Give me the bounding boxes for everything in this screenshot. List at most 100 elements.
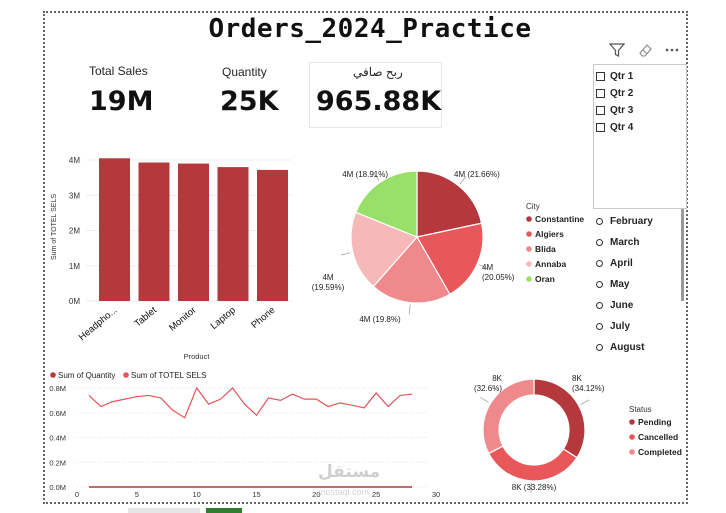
slicer-item-july[interactable]: July — [596, 316, 653, 337]
bar-headpho — [99, 158, 130, 301]
radio-icon[interactable] — [596, 302, 603, 309]
radio-icon[interactable] — [596, 260, 603, 267]
radio-icon[interactable] — [596, 218, 603, 225]
x-tick-label: 5 — [135, 490, 139, 499]
data-label-line: 4M — [482, 263, 493, 272]
y-tick-label: 0.6M — [49, 409, 66, 418]
legend-marker — [629, 449, 635, 455]
data-label: 4M (18.91%) — [342, 170, 388, 179]
slice-cancelled — [487, 445, 578, 482]
bar-chart: 0M 1M 2M 3M 4M Headpho... Tablet Monitor Laptop P… — [51, 156, 291, 361]
x-tick-label: 15 — [252, 490, 260, 499]
bar-phone — [257, 169, 288, 301]
legend-marker — [526, 246, 532, 252]
slicer-item-qtr1[interactable]: Qtr 1 — [596, 68, 633, 85]
slicer-item-qtr3[interactable]: Qtr 3 — [596, 102, 633, 119]
slice-oran — [354, 170, 418, 238]
x-tick-label: 25 — [372, 490, 380, 499]
checkbox-icon[interactable] — [596, 123, 605, 132]
legend-marker — [629, 419, 635, 425]
slicer-item-label: June — [610, 300, 634, 311]
data-label: 8K (33.28%) — [512, 483, 557, 492]
slicer-item-label: April — [610, 258, 633, 269]
data-label-line: 8K — [572, 374, 582, 383]
x-axis-title: Product — [184, 352, 211, 361]
x-tick-label: 30 — [432, 490, 440, 499]
leader-line — [479, 396, 489, 403]
data-label-line: 4M — [322, 273, 333, 282]
page-title: Orders_2024_Practice — [208, 14, 532, 44]
legend-marker — [526, 261, 532, 267]
more-options-icon[interactable] — [664, 42, 680, 61]
legend-item-cancelled: Cancelled — [638, 432, 678, 442]
x-tick-label: 0 — [75, 490, 79, 499]
legend-marker — [526, 276, 532, 282]
month-slicer-list: February March April May June July Augus… — [596, 211, 653, 358]
x-tick-label: Tablet — [132, 305, 159, 330]
slicer-item-label: May — [610, 279, 630, 290]
slice-constantine — [416, 170, 483, 238]
y-tick-label: 2M — [69, 227, 80, 236]
data-label: 8K (32.6%) — [474, 374, 503, 393]
quarter-slicer — [593, 64, 687, 209]
filter-icon[interactable] — [608, 42, 626, 61]
checkbox-icon[interactable] — [596, 106, 605, 115]
x-tick-label: Phone — [249, 305, 277, 331]
slicer-item-april[interactable]: April — [596, 253, 653, 274]
slicer-item-qtr2[interactable]: Qtr 2 — [596, 85, 633, 102]
radio-icon[interactable] — [596, 344, 603, 351]
y-tick-label: 4M — [69, 156, 80, 165]
checkbox-icon[interactable] — [596, 89, 605, 98]
card-total-sales-label: Total Sales — [89, 64, 148, 78]
slicer-item-label: Qtr 1 — [610, 71, 634, 82]
data-label-line: (20.05%) — [482, 273, 515, 282]
data-label-line: 4M (19.8%) — [359, 315, 401, 324]
y-tick-label: 0.8M — [49, 384, 66, 393]
y-tick-label: 0.4M — [49, 434, 66, 443]
bar-laptop — [217, 167, 249, 301]
eraser-icon[interactable] — [637, 42, 653, 61]
y-axis-title: Sum of TOTEL SELS — [51, 194, 58, 260]
page-tab-active[interactable] — [206, 508, 242, 513]
data-label-line: 4M (18.91%) — [342, 170, 388, 179]
leader-line — [373, 172, 380, 181]
x-tick-label: Laptop — [209, 305, 238, 332]
data-label: 4M (20.05%) — [482, 263, 515, 282]
watermark: مستقل — [318, 462, 380, 482]
slicer-item-may[interactable]: May — [596, 274, 653, 295]
radio-icon[interactable] — [596, 239, 603, 246]
radio-icon[interactable] — [596, 281, 603, 288]
page-tab[interactable] — [128, 508, 200, 513]
legend-marker — [526, 216, 532, 222]
slicer-item-label: Qtr 2 — [610, 88, 634, 99]
slicer-item-label: July — [610, 321, 631, 332]
data-label-line: (19.59%) — [312, 283, 345, 292]
checkbox-icon[interactable] — [596, 72, 605, 81]
slicer-item-february[interactable]: February — [596, 211, 653, 232]
y-tick-label: 3M — [69, 191, 80, 200]
leader-line — [580, 399, 590, 405]
slicer-item-march[interactable]: March — [596, 232, 653, 253]
y-tick-label: 1M — [69, 262, 80, 271]
x-tick-label: 10 — [192, 490, 200, 499]
x-tick-label: Monitor — [167, 305, 198, 334]
legend-item-algiers: Algiers — [535, 229, 564, 239]
data-label-line: 4M (21.66%) — [454, 170, 500, 179]
window-top-strip — [0, 0, 726, 6]
slicer-item-june[interactable]: June — [596, 295, 653, 316]
slicer-item-august[interactable]: August — [596, 337, 653, 358]
data-label-line: 8K (33.28%) — [512, 483, 557, 492]
radio-icon[interactable] — [596, 323, 603, 330]
slicer-item-qtr4[interactable]: Qtr 4 — [596, 119, 633, 136]
legend-item-blida: Blida — [535, 244, 556, 254]
legend-marker — [629, 434, 635, 440]
slicer-item-label: February — [610, 216, 653, 227]
month-slicer-scrollbar[interactable] — [681, 209, 684, 301]
data-label-line: (32.6%) — [474, 384, 502, 393]
card-total-sales-value: 19M — [89, 86, 154, 117]
card-quantity-value: 25K — [220, 86, 279, 117]
card-net-profit-label: ربح صافي — [353, 65, 403, 79]
legend-item-annaba: Annaba — [535, 259, 566, 269]
data-label: 4M (21.66%) — [454, 170, 500, 179]
city-pie-chart: 4M (21.66%)4M (20.05%)4M (19.8%)4M (19.59%… — [312, 170, 585, 324]
